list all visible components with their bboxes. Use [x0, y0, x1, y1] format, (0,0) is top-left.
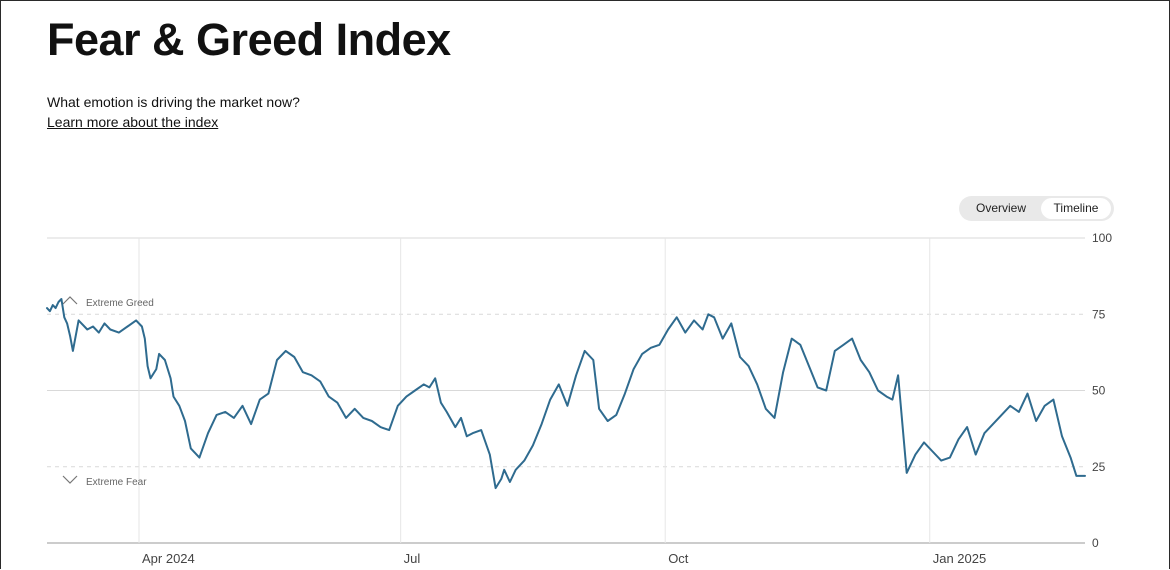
- y-tick-label: 50: [1092, 384, 1106, 398]
- x-tick-label: Oct: [668, 551, 689, 566]
- view-toggle: Overview Timeline: [959, 196, 1114, 221]
- page-subtitle: What emotion is driving the market now?: [47, 94, 300, 110]
- timeline-tab[interactable]: Timeline: [1041, 198, 1111, 219]
- learn-more-link[interactable]: Learn more about the index: [47, 114, 219, 130]
- overview-tab[interactable]: Overview: [975, 201, 1026, 215]
- y-tick-label: 25: [1092, 460, 1106, 474]
- x-tick-label: Jan 2025: [933, 551, 987, 566]
- y-tick-label: 100: [1092, 231, 1112, 245]
- x-tick-label: Apr 2024: [142, 551, 195, 566]
- page-title: Fear & Greed Index: [47, 14, 451, 65]
- y-tick-label: 75: [1092, 307, 1106, 321]
- extreme-fear-label: Extreme Fear: [86, 477, 147, 488]
- chevron-down-icon: [62, 475, 78, 484]
- series-line: [46, 298, 1086, 490]
- y-tick-label: 0: [1092, 536, 1099, 550]
- extreme-greed-label: Extreme Greed: [86, 298, 154, 309]
- x-tick-label: Jul: [404, 551, 421, 566]
- chevron-up-icon: [62, 296, 78, 305]
